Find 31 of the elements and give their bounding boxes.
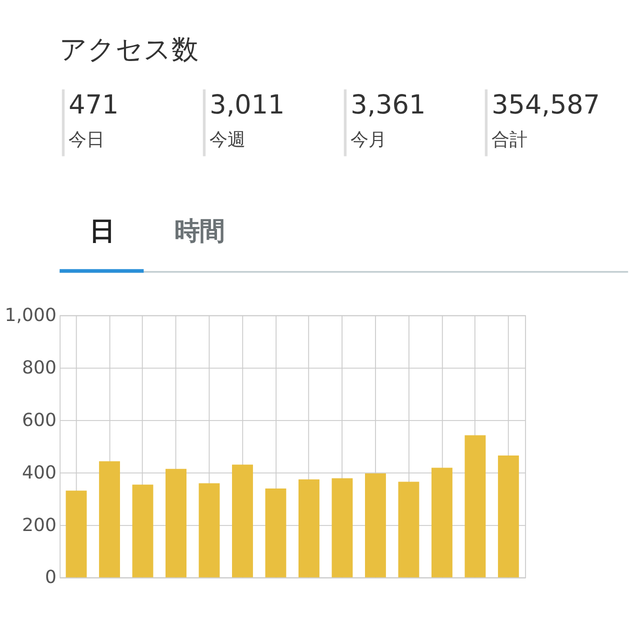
y-tick-label: 1,000 — [4, 305, 56, 326]
bar — [66, 490, 87, 578]
y-tick-label: 0 — [44, 567, 56, 588]
bar — [464, 435, 486, 578]
bar — [132, 484, 154, 578]
bar — [431, 468, 452, 578]
text: 日 — [90, 216, 115, 246]
bar — [232, 464, 253, 578]
text: 今月 — [350, 129, 387, 150]
text: 今日 — [68, 129, 105, 150]
y-tick-label: 800 — [22, 358, 56, 379]
text: 3,011 — [210, 90, 285, 121]
text: アクセス数 — [60, 34, 199, 66]
text: 今週 — [210, 129, 246, 150]
text: 3,361 — [350, 90, 426, 121]
y-tick-label: 600 — [22, 410, 56, 431]
bar — [332, 478, 353, 578]
bar — [99, 461, 120, 578]
bar — [365, 473, 386, 578]
y-tick-label: 200 — [22, 514, 56, 536]
text: 354,587 — [492, 90, 600, 121]
bar — [398, 482, 420, 578]
bar — [498, 455, 519, 578]
bar — [265, 488, 286, 578]
bar — [166, 468, 186, 578]
bar — [198, 483, 220, 578]
text: 471 — [68, 90, 119, 121]
text: 合計 — [492, 129, 528, 150]
text: 時間 — [174, 216, 225, 246]
bar — [298, 479, 320, 578]
y-tick-label: 400 — [22, 462, 56, 484]
